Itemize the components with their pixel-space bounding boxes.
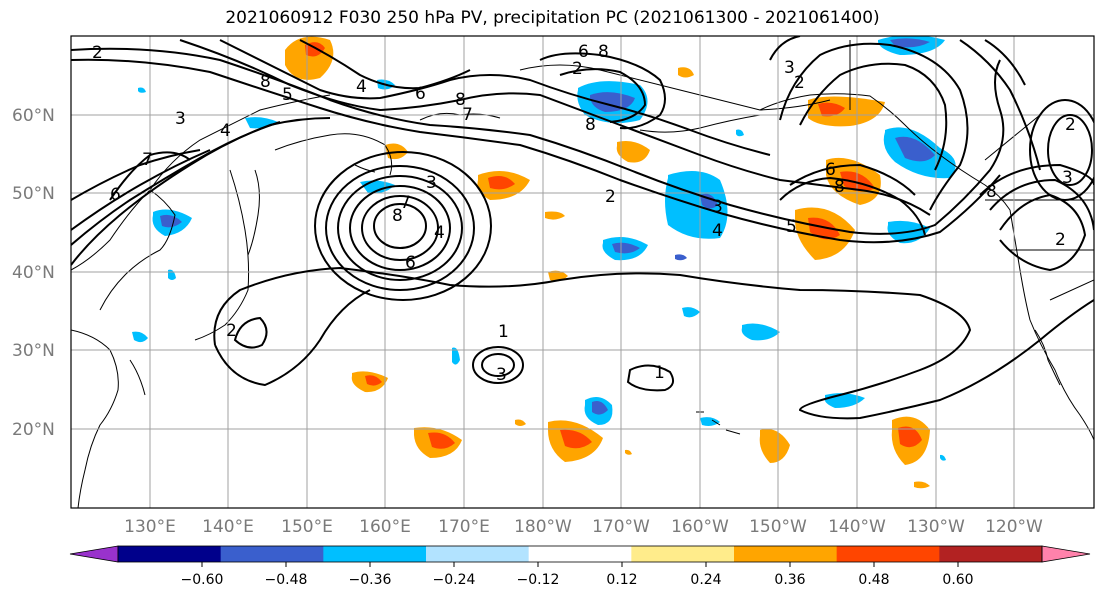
colorbar-frame bbox=[117, 545, 1043, 563]
contour-label: 6 bbox=[578, 42, 589, 62]
lat-label: 60°N bbox=[12, 106, 55, 126]
lon-label: 170°E bbox=[438, 517, 490, 537]
contour-label: 5 bbox=[786, 217, 797, 237]
contour-label: 4 bbox=[220, 121, 231, 141]
contour-label: 3 bbox=[712, 197, 723, 217]
colorbar-tick-labels: −0.60 −0.48 −0.36 −0.24 −0.12 0.12 0.24 … bbox=[181, 572, 974, 588]
colorbar-swatch bbox=[426, 546, 530, 562]
lat-label: 20°N bbox=[12, 420, 55, 440]
colorbar-swatch bbox=[323, 546, 427, 562]
contour-label: 3 bbox=[784, 58, 795, 78]
contour-label: 8 bbox=[834, 177, 845, 197]
contour-label: 4 bbox=[712, 221, 723, 241]
lon-label: 140°E bbox=[202, 517, 254, 537]
colorbar-tick-label: 0.36 bbox=[774, 572, 805, 588]
precipitation-shading bbox=[132, 36, 956, 489]
colorbar-swatches bbox=[69, 545, 1091, 563]
negative-precip-patches bbox=[132, 36, 956, 461]
positive-precip-patches bbox=[285, 36, 930, 489]
colorbar-extend-low bbox=[69, 545, 119, 563]
contour-label: 1 bbox=[498, 322, 509, 342]
contour-label: 2 bbox=[605, 187, 616, 207]
colorbar-ticks bbox=[201, 562, 959, 567]
contour-label: 6 bbox=[405, 253, 416, 273]
contour-label: 3 bbox=[175, 109, 186, 129]
contour-label: 2 bbox=[1065, 115, 1076, 135]
contour-label: 8 bbox=[986, 182, 997, 202]
colorbar-tick-label: 0.12 bbox=[606, 572, 637, 588]
lat-label: 50°N bbox=[12, 184, 55, 204]
latitude-labels: 60°N 50°N 40°N 30°N 20°N bbox=[12, 106, 55, 440]
contour-label: 1 bbox=[654, 363, 665, 383]
contour-label: 8 bbox=[585, 115, 596, 135]
colorbar-swatch bbox=[528, 546, 632, 562]
colorbar-swatch bbox=[734, 546, 838, 562]
colorbar-swatch bbox=[118, 546, 222, 562]
lat-label: 40°N bbox=[12, 263, 55, 283]
lon-label: 130°W bbox=[907, 517, 965, 537]
contour-label: 2 bbox=[226, 321, 237, 341]
lon-label: 120°W bbox=[985, 517, 1043, 537]
contour-label: 8 bbox=[455, 90, 466, 110]
contour-label: 3 bbox=[496, 365, 507, 385]
lon-label: 140°W bbox=[828, 517, 886, 537]
contour-label: 4 bbox=[356, 77, 367, 97]
contour-label: 8 bbox=[598, 42, 609, 62]
contour-label: 2 bbox=[794, 73, 805, 93]
lon-label: 130°E bbox=[124, 517, 176, 537]
colorbar-tick-label: 0.60 bbox=[942, 572, 973, 588]
contour-label: 6 bbox=[415, 84, 426, 104]
colorbar-swatch bbox=[836, 546, 940, 562]
colorbar-swatch bbox=[631, 546, 735, 562]
contour-label: 6 bbox=[110, 185, 121, 205]
contour-label: 7 bbox=[142, 150, 153, 170]
lon-label: 170°W bbox=[592, 517, 650, 537]
colorbar-tick-label: 0.48 bbox=[858, 572, 889, 588]
colorbar-swatch bbox=[939, 546, 1043, 562]
colorbar-tick-label: −0.36 bbox=[349, 572, 392, 588]
contour-label: 2 bbox=[92, 43, 103, 63]
lon-label: 150°E bbox=[281, 517, 333, 537]
colorbar-swatch bbox=[220, 546, 324, 562]
colorbar-tick-label: −0.60 bbox=[181, 572, 224, 588]
lon-label: 160°E bbox=[359, 517, 411, 537]
colorbar-tick-label: −0.48 bbox=[265, 572, 308, 588]
colorbar-tick-label: 0.24 bbox=[690, 572, 721, 588]
contour-label: 2 bbox=[1055, 230, 1066, 250]
contour-label: 4 bbox=[434, 223, 445, 243]
map-frame bbox=[70, 35, 1095, 509]
contour-label: 8 bbox=[260, 72, 271, 92]
colorbar-tick-label: −0.24 bbox=[433, 572, 476, 588]
pv-contours bbox=[71, 36, 1094, 420]
map-title: 2021060912 F030 250 hPa PV, precipitatio… bbox=[225, 8, 880, 28]
contour-label: 8 bbox=[392, 206, 403, 226]
colorbar-extend-high bbox=[1041, 545, 1091, 563]
longitude-labels: 130°E 140°E 150°E 160°E 170°E 180°W 170°… bbox=[124, 517, 1043, 537]
contour-label: 7 bbox=[462, 105, 473, 125]
contour-label: 6 bbox=[825, 160, 836, 180]
contour-label: 5 bbox=[282, 85, 293, 105]
lon-label: 150°W bbox=[749, 517, 807, 537]
lon-label: 160°W bbox=[671, 517, 729, 537]
contour-label: 2 bbox=[572, 59, 583, 79]
contour-labels: 2 3 4 6 8 7 5 8 7 6 4 3 2 2 1 3 1 8 4 7 … bbox=[92, 42, 1076, 385]
contour-label: 3 bbox=[1062, 168, 1073, 188]
contour-label: 3 bbox=[426, 173, 437, 193]
contour-label: 7 bbox=[400, 193, 411, 213]
lon-label: 180°W bbox=[514, 517, 572, 537]
colorbar: −0.60 −0.48 −0.36 −0.24 −0.12 0.12 0.24 … bbox=[69, 545, 1091, 588]
lat-label: 30°N bbox=[12, 341, 55, 361]
colorbar-tick-label: −0.12 bbox=[517, 572, 560, 588]
